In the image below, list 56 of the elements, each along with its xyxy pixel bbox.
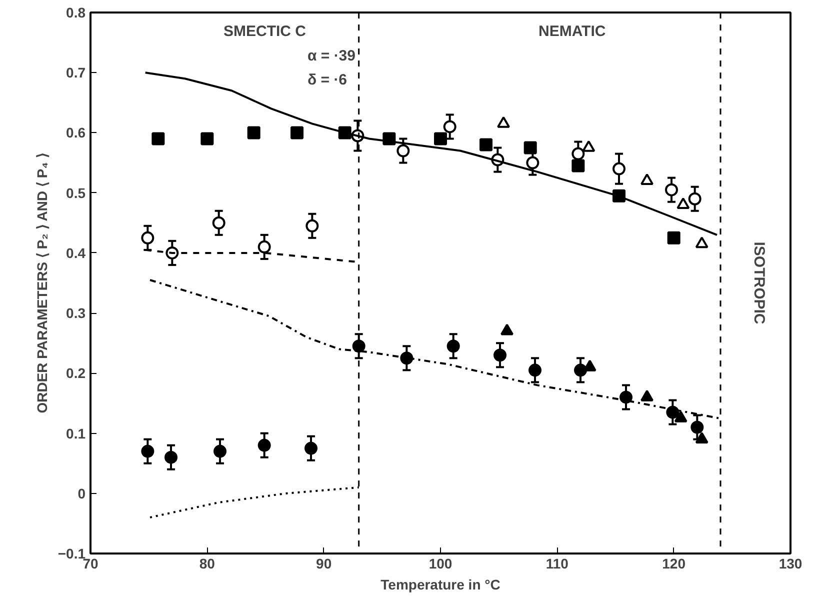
annotation: SMECTIC C [224,22,306,40]
y-tick-label: 0.6 [66,124,86,141]
point [212,216,226,230]
point [666,406,680,419]
point [620,390,632,404]
point [141,231,154,244]
point [667,231,680,244]
point [526,156,540,170]
point [528,364,542,377]
y-tick-label: 0.8 [66,4,86,20]
point [164,450,178,464]
point [247,126,260,140]
x-tick-label: 80 [199,556,216,572]
point [396,144,410,158]
annotation: NEMATIC [538,22,606,40]
x-tick-label: 120 [662,556,686,572]
point [446,340,460,353]
x-tick-label: 110 [546,556,569,572]
x-tick-label: 100 [428,556,452,572]
point [688,192,702,206]
point [200,132,214,146]
point [480,138,492,152]
x-tick-label: 130 [778,556,802,572]
y-tick-label: 0.5 [66,184,86,201]
point [572,159,585,172]
point [574,364,587,377]
point [152,132,165,146]
point [258,240,271,254]
point [214,444,226,458]
annotation: δ = ·6 [308,72,348,89]
annotation: α = ·39 [308,47,356,64]
point [572,147,585,160]
point [434,132,447,146]
point [304,442,318,455]
point [258,438,271,452]
point [400,352,414,365]
point [443,120,456,134]
y-tick-label: 0.1 [66,425,86,442]
y-tick-label: 0 [78,485,86,502]
point [141,444,154,458]
y-tick-label: 0.3 [66,305,86,322]
point [306,219,319,232]
x-tick-label: 90 [316,556,332,572]
y-tick-label: 0.7 [66,64,86,81]
point [676,198,690,210]
point [494,348,506,362]
point [665,183,678,196]
point [612,162,626,176]
y-tick-label: 0.2 [66,365,86,382]
point [695,236,708,248]
x-axis-title: Temperature in °C [380,576,500,592]
y-tick-label: 0.4 [66,244,86,261]
annotation: ISOTROPIC [750,242,768,324]
point [690,420,704,434]
y-axis-title: ORDER PARAMETERS ⟨ P₂ ⟩ AND ⟨ P₄ ⟩ [34,153,50,414]
point [290,126,304,140]
